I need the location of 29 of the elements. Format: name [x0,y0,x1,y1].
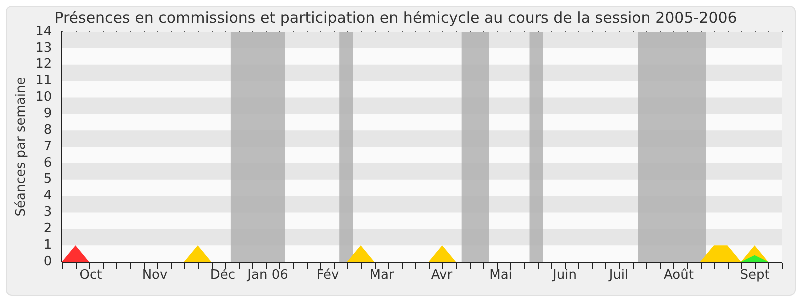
x-tick-label: Juin [552,268,577,283]
x-tick-label: Fév [316,268,340,283]
y-tick-label: 6 [44,156,52,171]
x-tick-label: Juil [608,268,629,283]
y-tick-label: 7 [44,139,52,154]
x-tick-label: Nov [142,268,168,283]
y-tick-label: 2 [44,222,52,237]
x-tick-label: Mai [490,268,512,283]
y-tick-label: 13 [36,40,52,56]
x-tick-label: Déc [210,268,236,283]
y-tick-label: 0 [44,254,52,270]
y-axis-title: Séances par semaine [14,77,30,217]
y-tick-label: 9 [44,106,52,122]
x-tick-label: Août [664,268,694,283]
y-tick-label: 5 [44,172,52,188]
y-tick-label: 14 [36,24,52,40]
y-tick-label: 11 [36,74,52,89]
x-tick-label: Oct [80,268,102,283]
x-tick-label: Mar [370,268,395,283]
y-tick-label: 8 [44,122,52,138]
y-tick-label: 10 [36,90,52,106]
y-tick-label: 12 [36,57,52,72]
chart-title: Présences en commissions et participation en hémicycle au cours de la session 2005-2006 [54,8,738,27]
y-tick-label: 1 [44,238,52,253]
y-tick-label: 4 [44,188,52,204]
x-tick-label: Sept [740,268,770,283]
x-tick-label: Jan 06 [246,268,288,283]
x-tick-label: Avr [431,268,454,283]
y-tick-label: 3 [44,205,52,220]
